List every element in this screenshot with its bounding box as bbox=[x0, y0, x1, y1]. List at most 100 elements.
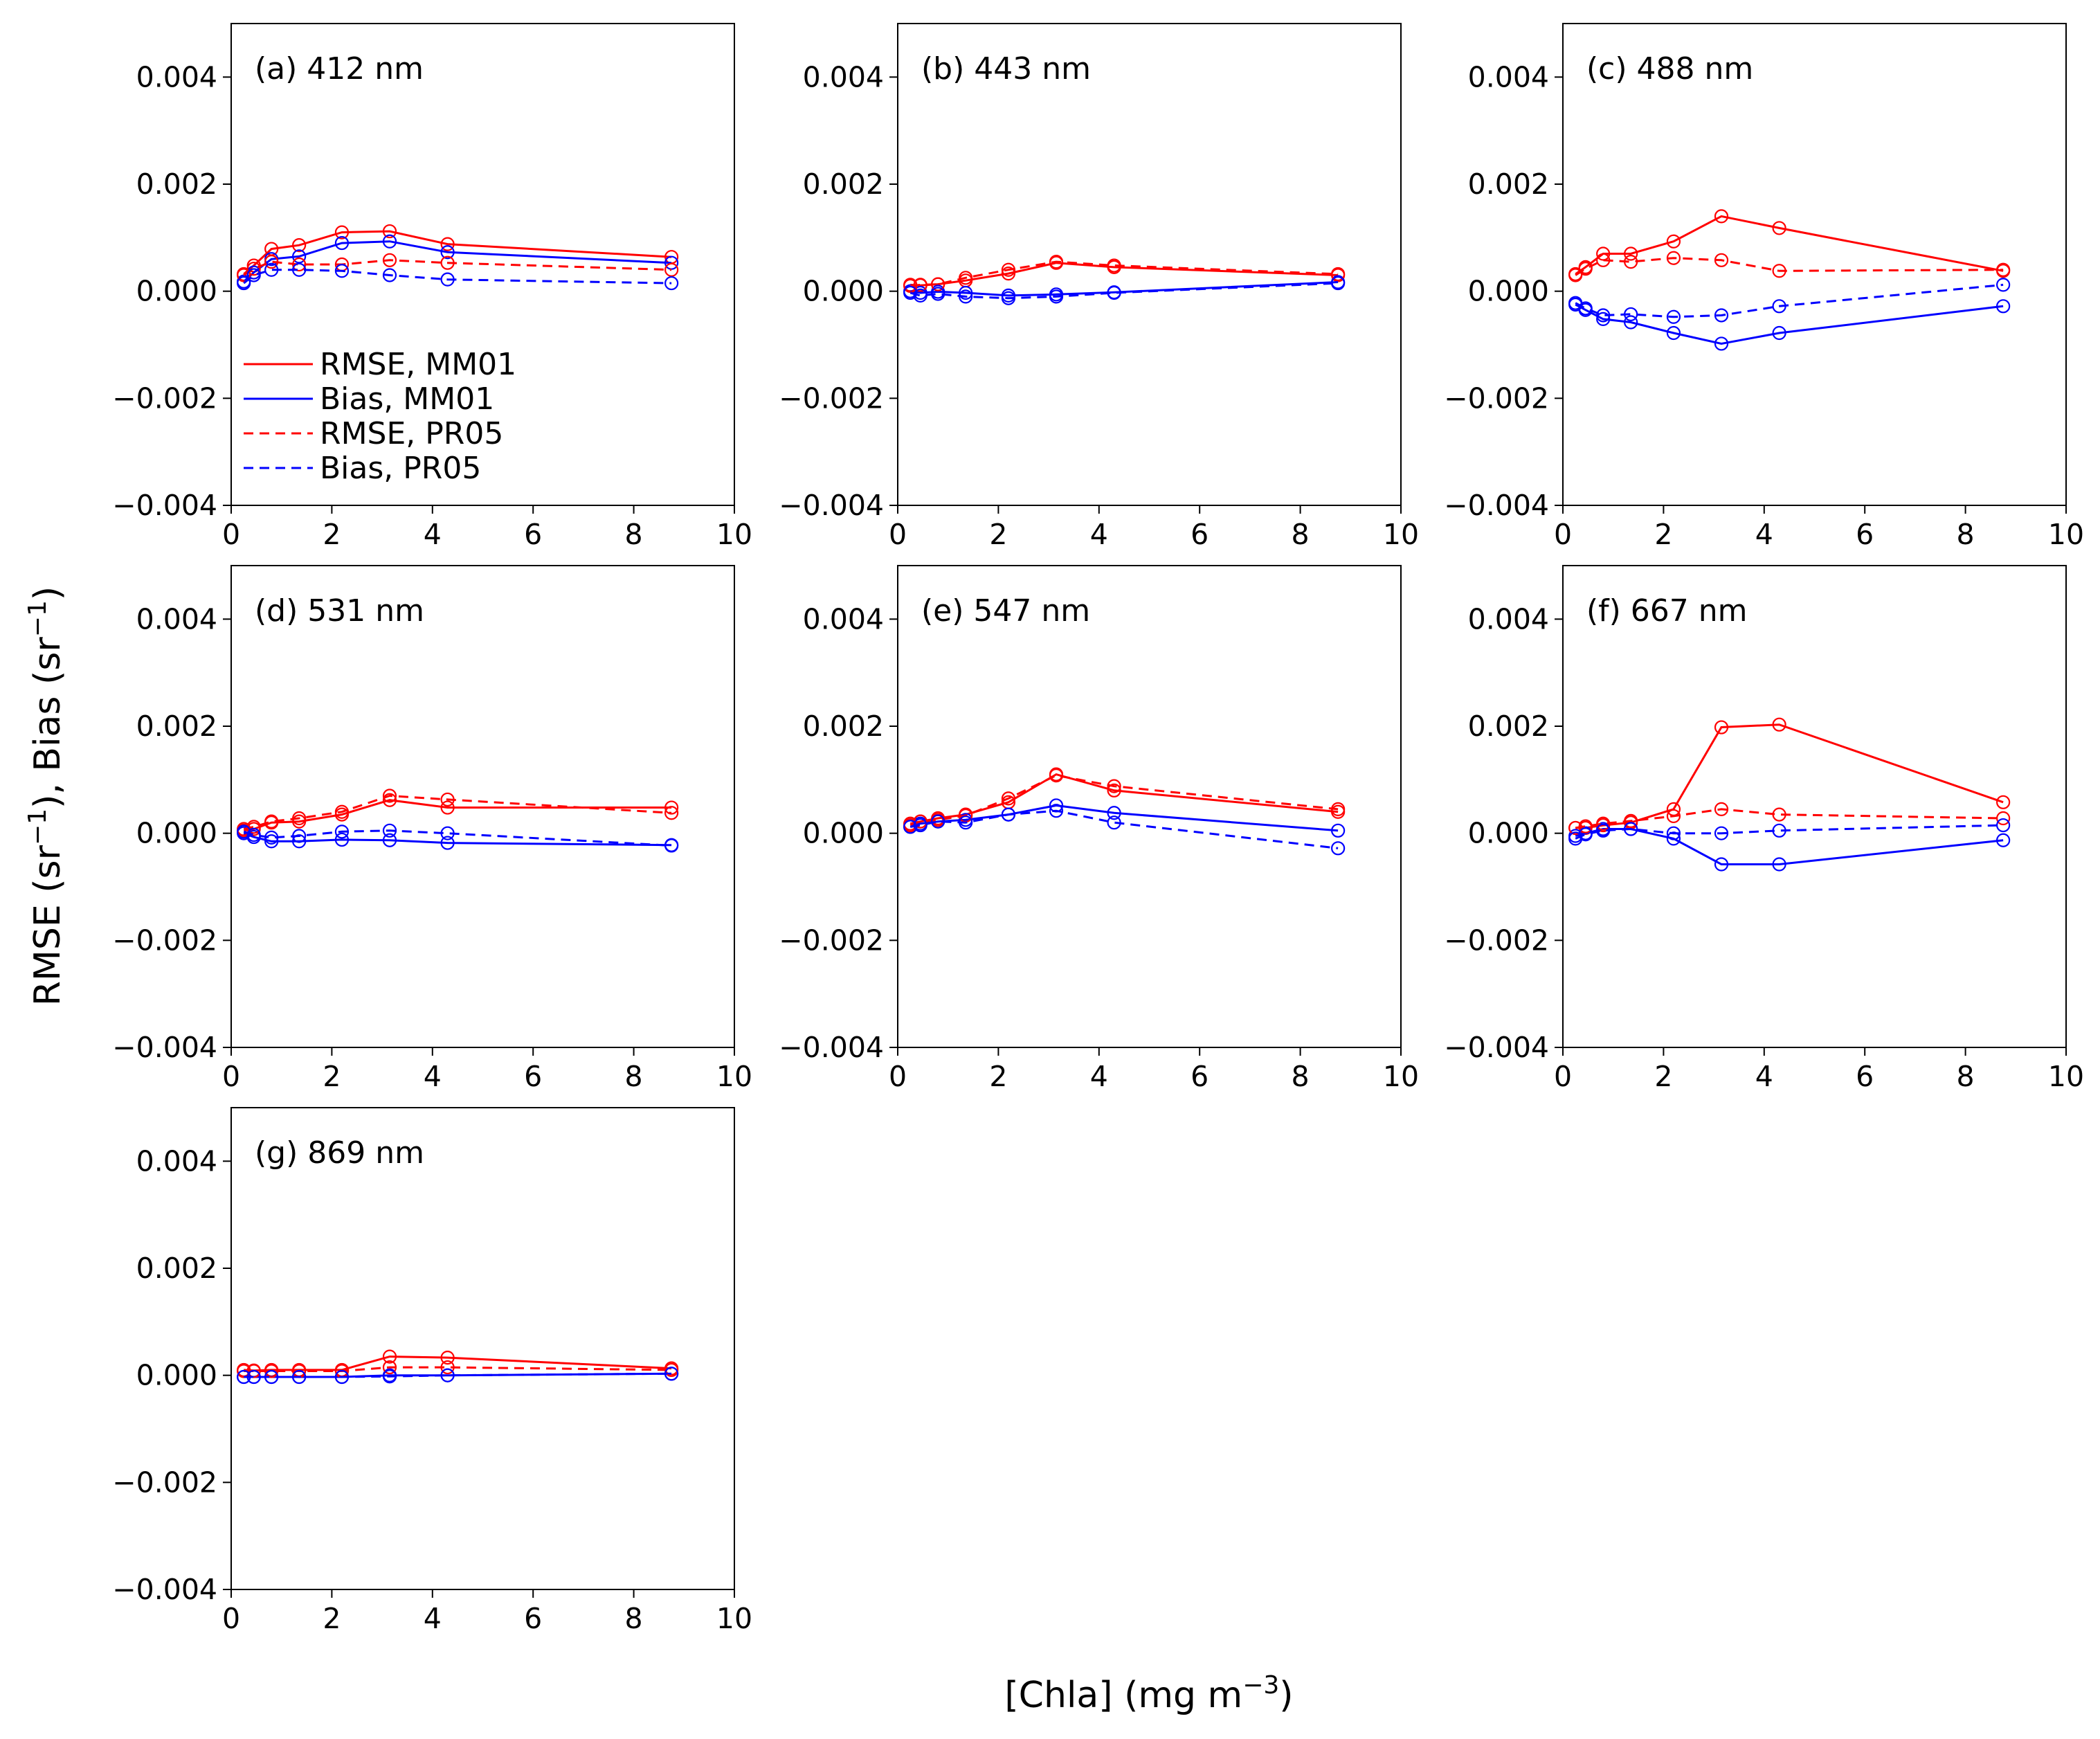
panel-3: 0 2 4 6 8 10 −0.004 −0.002 0.000 0.002 0.004 (c) 48… bbox=[1444, 23, 2084, 551]
data-point bbox=[264, 814, 279, 829]
data-point bbox=[903, 285, 918, 300]
data-point bbox=[1049, 255, 1064, 269]
data-point bbox=[440, 836, 455, 850]
data-point bbox=[334, 225, 350, 240]
y-tick-label: −0.002 bbox=[112, 381, 217, 415]
series-line bbox=[244, 1366, 672, 1372]
data-point bbox=[382, 793, 397, 807]
series-line bbox=[909, 282, 1339, 300]
x-tick-label: 6 bbox=[1856, 1060, 1874, 1093]
data-point bbox=[1772, 325, 1786, 341]
data-point bbox=[1001, 791, 1016, 806]
data-point bbox=[264, 262, 279, 277]
data-point bbox=[246, 1369, 261, 1385]
x-tick-label: 8 bbox=[1957, 518, 1975, 551]
data-point bbox=[382, 823, 397, 838]
series-line bbox=[909, 774, 1339, 825]
x-tick-label: 10 bbox=[1383, 1060, 1419, 1093]
panel-title: (e) 547 nm bbox=[921, 593, 1090, 629]
data-point bbox=[1772, 807, 1786, 822]
data-point bbox=[1996, 818, 2011, 833]
data-point bbox=[440, 237, 455, 251]
y-tick-label: −0.002 bbox=[112, 923, 217, 957]
series-line bbox=[1575, 824, 2004, 840]
x-tick-label: 6 bbox=[1856, 518, 1874, 551]
data-point bbox=[1666, 309, 1681, 324]
data-point bbox=[1578, 819, 1593, 834]
data-point bbox=[440, 255, 455, 270]
data-point bbox=[1714, 857, 1729, 872]
x-tick-label: 10 bbox=[716, 518, 752, 551]
y-tick-label: −0.004 bbox=[779, 489, 884, 522]
y-tick-label: 0.002 bbox=[1468, 710, 1549, 743]
series-line bbox=[243, 240, 672, 282]
series-line bbox=[1575, 215, 2004, 276]
panel-2: 0 2 4 6 8 10 −0.004 −0.002 0.000 0.002 0.004 (b) 44… bbox=[779, 23, 1419, 551]
y-tick-label: 0.000 bbox=[1468, 275, 1549, 308]
x-tick-label: 8 bbox=[1292, 1060, 1310, 1093]
y-tick-label: −0.002 bbox=[1444, 923, 1549, 957]
data-point bbox=[1666, 251, 1681, 265]
data-point bbox=[664, 262, 679, 277]
data-point bbox=[382, 789, 397, 803]
data-point bbox=[292, 811, 307, 826]
data-point bbox=[664, 1362, 679, 1378]
x-tick-label: 2 bbox=[989, 518, 1007, 551]
data-point bbox=[264, 1364, 279, 1378]
x-tick-label: 10 bbox=[2048, 1060, 2084, 1093]
data-point bbox=[440, 1351, 455, 1365]
data-point bbox=[1331, 841, 1346, 856]
x-tick-label: 10 bbox=[2048, 518, 2084, 551]
y-tick-label: 0.004 bbox=[136, 60, 217, 93]
legend-label: Bias, MM01 bbox=[320, 381, 494, 417]
data-point bbox=[440, 1360, 455, 1375]
data-point bbox=[292, 1369, 307, 1385]
y-tick-label: −0.002 bbox=[779, 923, 884, 957]
panel-5: 0 2 4 6 8 10 −0.004 −0.002 0.000 0.002 0.004 (e) 54… bbox=[779, 565, 1419, 1093]
series-bias-mm01 bbox=[1568, 297, 2011, 351]
y-tick-label: −0.002 bbox=[1444, 381, 1549, 415]
data-point bbox=[237, 276, 251, 291]
data-point bbox=[292, 249, 307, 264]
plot-frame bbox=[230, 565, 735, 1048]
data-point bbox=[913, 278, 927, 292]
series-line bbox=[1575, 257, 2004, 276]
panel-title: (g) 869 nm bbox=[255, 1135, 424, 1171]
plot-frame bbox=[230, 1107, 735, 1590]
series-line bbox=[910, 260, 1339, 287]
data-point bbox=[264, 1369, 279, 1385]
data-point bbox=[1107, 783, 1121, 798]
x-tick-label: 8 bbox=[1957, 1060, 1975, 1093]
series-line bbox=[1575, 828, 2004, 865]
data-point bbox=[1596, 816, 1611, 831]
data-point bbox=[292, 238, 307, 253]
y-tick-label: 0.000 bbox=[136, 275, 217, 308]
x-tick-label: 0 bbox=[1554, 518, 1572, 551]
data-point bbox=[237, 825, 251, 839]
data-point bbox=[440, 800, 455, 815]
series-bias-pr05 bbox=[237, 262, 679, 291]
legend-item-bias-pr05: Bias, PR05 bbox=[244, 451, 481, 486]
data-point bbox=[292, 814, 307, 829]
data-point bbox=[1772, 823, 1786, 838]
panel-title: (d) 531 nm bbox=[255, 593, 424, 629]
panel-title: (a) 412 nm bbox=[255, 51, 424, 87]
x-tick-label: 0 bbox=[1554, 1060, 1572, 1093]
y-tick-label: 0.004 bbox=[1468, 602, 1549, 636]
data-point bbox=[931, 277, 945, 291]
y-tick-label: 0.002 bbox=[136, 1252, 217, 1285]
series-rmse-pr05 bbox=[1568, 251, 2011, 282]
y-tick-label: 0.000 bbox=[803, 275, 884, 308]
series-bias-pr05 bbox=[237, 1367, 679, 1385]
y-tick-label: 0.004 bbox=[1468, 60, 1549, 93]
series-line bbox=[244, 1372, 672, 1378]
data-point bbox=[1596, 308, 1611, 323]
data-point bbox=[264, 830, 279, 845]
data-point bbox=[440, 272, 455, 287]
series-line bbox=[1575, 303, 2004, 345]
series-line bbox=[1575, 808, 2004, 829]
data-point bbox=[1666, 234, 1681, 249]
x-tick-label: 4 bbox=[1090, 518, 1108, 551]
y-tick-label: −0.004 bbox=[1444, 489, 1549, 522]
series-line bbox=[1575, 283, 2004, 318]
